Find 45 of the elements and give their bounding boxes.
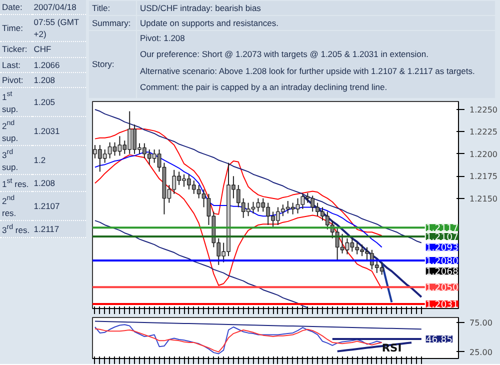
text: Time: bbox=[0, 14, 32, 42]
text: Title: bbox=[89, 1, 136, 16]
text: 1.208 bbox=[32, 174, 86, 192]
y-tick-label: 1.2200 bbox=[470, 150, 498, 159]
y-tick-label: 75.00 bbox=[470, 318, 492, 328]
text: Update on supports and resistances. bbox=[136, 16, 495, 30]
text: 2$^{nd}$ sup. bbox=[0, 116, 32, 146]
chart-title: USD/CHF intraday: bearish bias bbox=[136, 1, 495, 16]
text: 2$^{nd}$ res. bbox=[0, 192, 32, 221]
annotation: RSI bbox=[382, 342, 402, 354]
y-tick-label: 1.2175 bbox=[470, 172, 498, 182]
text: Comment: the pair is capped by a an intraday declining trend line. bbox=[140, 80, 388, 93]
y-tick-label: 25.00 bbox=[470, 348, 492, 357]
y-tick-label: 1.2250 bbox=[470, 105, 498, 114]
text: 1.2107 bbox=[32, 192, 86, 221]
text: Pivot: bbox=[0, 72, 32, 88]
ref-line-label: 1.2107 bbox=[426, 232, 459, 244]
text: 1.205 bbox=[32, 87, 86, 116]
text: 46.85 bbox=[426, 334, 453, 346]
text: CHF bbox=[32, 42, 86, 58]
text: 2007/04/18 bbox=[32, 0, 86, 15]
text: Story: bbox=[89, 31, 136, 98]
text: Last: bbox=[0, 57, 32, 72]
text: Our preference: Short @ 1.2073 with targets @ 1.205 & 1.2031 in extension. bbox=[140, 48, 430, 61]
text: 1.2093 bbox=[426, 242, 459, 254]
text: Summary: bbox=[89, 16, 136, 30]
text: 07:55 (GMT +2) bbox=[32, 14, 86, 42]
y-tick-label: 1.2150 bbox=[470, 194, 498, 204]
y-tick-label: 1.2225 bbox=[470, 128, 498, 137]
ref-line-label: 1.2080 bbox=[426, 256, 459, 268]
text: 1.2117 bbox=[32, 220, 86, 238]
text: 1.2031 bbox=[32, 116, 86, 146]
text: 3$^{rd}$ res. bbox=[0, 220, 32, 238]
text: 1$^{st}$ sup. bbox=[0, 87, 32, 116]
text: Date: bbox=[0, 0, 32, 15]
text: Pivot: 1.208 bbox=[140, 32, 186, 44]
text: Alternative scenario: Above 1.208 look for further upside with 1.2107 & 1.2117 as targets. bbox=[140, 64, 476, 77]
text: 1.208 bbox=[32, 72, 86, 88]
text: 1.2066 bbox=[32, 57, 86, 72]
text: 1$^{st}$ res. bbox=[0, 174, 32, 192]
text: Ticker: bbox=[0, 42, 32, 58]
ref-line-label: 1.2117 bbox=[426, 223, 459, 234]
text: 1.2 bbox=[32, 146, 86, 175]
ref-line-label: 1.2031 bbox=[426, 300, 459, 311]
text: 3$^{rd}$ sup. bbox=[0, 146, 32, 175]
